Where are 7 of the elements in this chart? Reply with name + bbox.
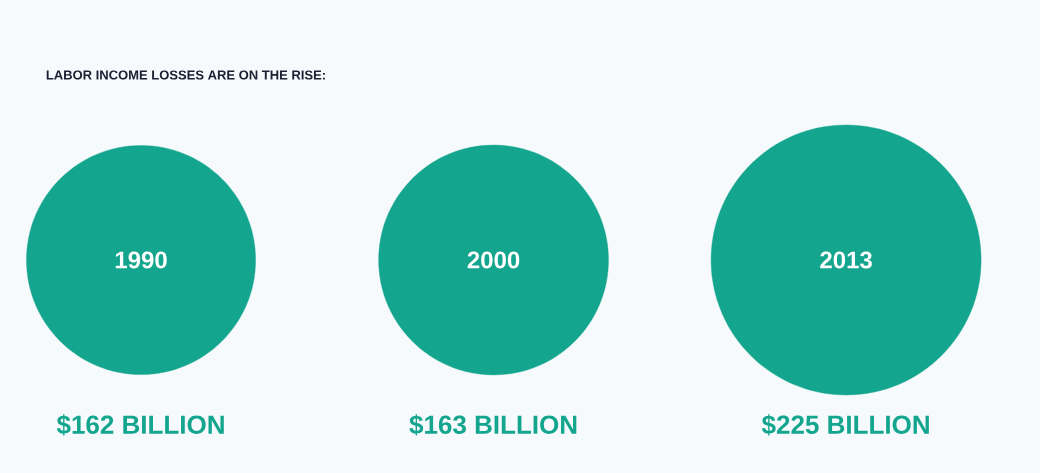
category-label: 2000 [467,251,520,269]
data-label: $225 BILLION [761,414,929,436]
text: LABOR INCOME LOSSES ARE ON THE RISE: [46,70,325,80]
category-label: 2013 [820,251,872,269]
data-label: $163 BILLION [409,414,577,436]
category-label: 1990 [115,251,167,269]
data-label: $162 BILLION [56,414,224,436]
